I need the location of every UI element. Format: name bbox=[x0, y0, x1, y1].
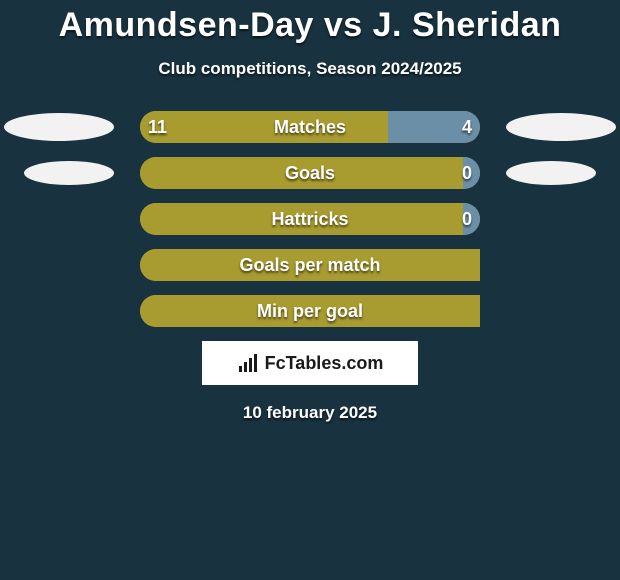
stat-label: Matches bbox=[140, 111, 480, 143]
stat-row: Min per goal bbox=[0, 295, 620, 327]
stat-row: Hattricks0 bbox=[0, 203, 620, 235]
stat-value-right: 4 bbox=[462, 111, 472, 143]
stat-value-right: 0 bbox=[462, 157, 472, 189]
page-title: Amundsen-Day vs J. Sheridan bbox=[0, 0, 620, 45]
brand-bars-icon bbox=[237, 352, 259, 374]
stat-row: Matches11 4 bbox=[0, 111, 620, 143]
brand-text: FcTables.com bbox=[265, 353, 384, 374]
stat-value-left: 11 bbox=[148, 111, 167, 143]
stat-label: Hattricks bbox=[140, 203, 480, 235]
comparison-infographic: Amundsen-Day vs J. Sheridan Club competi… bbox=[0, 0, 620, 580]
stat-rows: Matches114Goals0Hattricks0Goals per matc… bbox=[0, 111, 620, 327]
team-badge-left bbox=[24, 161, 114, 185]
stat-label: Goals bbox=[140, 157, 480, 189]
page-subtitle: Club competitions, Season 2024/2025 bbox=[0, 59, 620, 79]
team-badge-left bbox=[4, 113, 114, 141]
stat-value-right: 0 bbox=[462, 203, 472, 235]
stat-label: Goals per match bbox=[140, 249, 480, 281]
stat-row: Goals0 bbox=[0, 157, 620, 189]
team-badge-right bbox=[506, 113, 616, 141]
team-badge-right bbox=[506, 161, 596, 185]
stat-row: Goals per match bbox=[0, 249, 620, 281]
footer-date: 10 february 2025 bbox=[0, 403, 620, 423]
brand-box: FcTables.com bbox=[202, 341, 418, 385]
stat-label: Min per goal bbox=[140, 295, 480, 327]
